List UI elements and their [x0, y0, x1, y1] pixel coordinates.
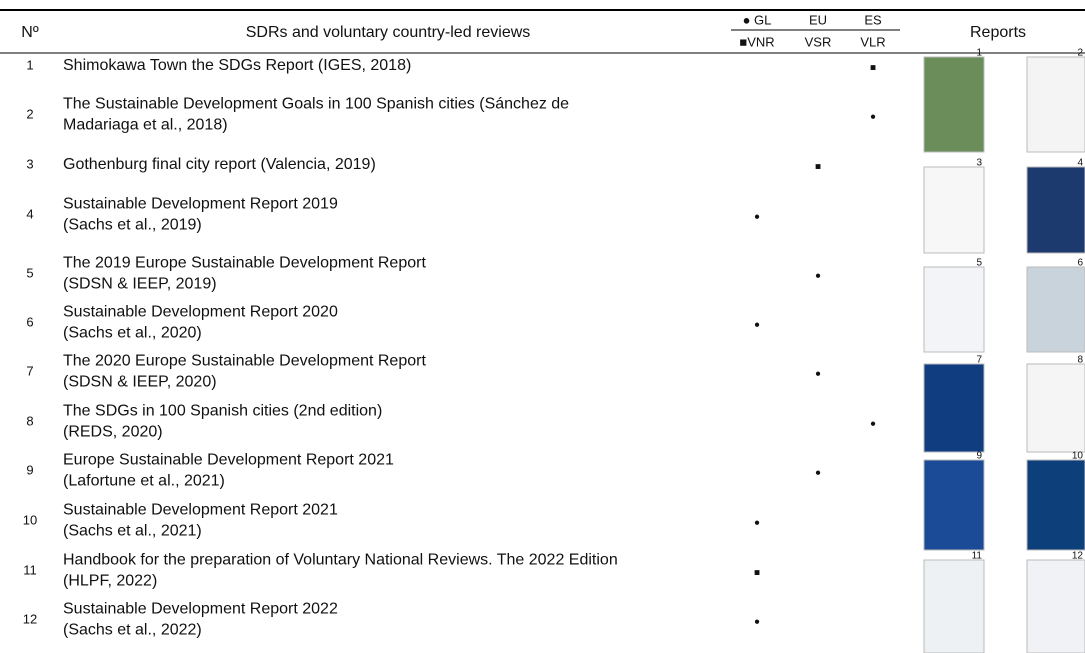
row-title: The 2020 Europe Sustainable Development …	[63, 353, 426, 370]
marker: ●	[754, 617, 760, 628]
row-title: Madariaga et al., 2018)	[63, 117, 228, 134]
row-number: 10	[23, 512, 37, 527]
marker: ●	[870, 419, 876, 430]
report-thumbnail	[924, 267, 984, 352]
marker: ■	[754, 568, 760, 579]
marker: ●	[870, 112, 876, 123]
row-number: 9	[26, 462, 33, 477]
header-no: Nº	[21, 24, 39, 41]
header-eu: EU	[809, 12, 827, 27]
row-title: (SDSN & IEEP, 2019)	[63, 276, 217, 293]
row-title: (Sachs et al., 2019)	[63, 217, 202, 234]
row-number: 11	[23, 562, 37, 577]
row-title: (Sachs et al., 2021)	[63, 523, 202, 540]
row-title: Shimokawa Town the SDGs Report (IGES, 20…	[63, 57, 411, 74]
row-number: 6	[26, 314, 33, 329]
marker: ●	[754, 212, 760, 223]
row-title: The SDGs in 100 Spanish cities (2nd edit…	[63, 403, 382, 420]
report-number: 8	[1077, 355, 1083, 366]
marker: ●	[815, 271, 821, 282]
row-number: 5	[26, 265, 33, 280]
report-thumbnail	[1027, 364, 1085, 452]
report-thumbnail	[924, 560, 984, 653]
row-number: 8	[26, 413, 33, 428]
page: Nº SDRs and voluntary country-led review…	[0, 0, 1085, 653]
marker: ■	[870, 63, 876, 74]
header-vlr: VLR	[860, 34, 885, 49]
report-number: 7	[976, 355, 982, 366]
row-title: The Sustainable Development Goals in 100…	[63, 96, 569, 113]
header-vnr: ■VNR	[739, 34, 774, 49]
report-thumbnail	[1027, 167, 1085, 253]
report-thumbnail	[924, 460, 984, 550]
report-number: 12	[1072, 551, 1084, 562]
row-title: (Lafortune et al., 2021)	[63, 473, 225, 490]
report-number: 2	[1077, 48, 1083, 59]
row-title: The 2019 Europe Sustainable Development …	[63, 255, 426, 272]
report-number: 11	[972, 551, 983, 562]
row-title: Sustainable Development Report 2022	[63, 601, 338, 618]
report-number: 5	[976, 258, 982, 269]
header-es: ES	[864, 12, 882, 27]
row-title: (SDSN & IEEP, 2020)	[63, 374, 217, 391]
row-number: 2	[26, 106, 33, 121]
header-gl: ● GL	[743, 12, 772, 27]
report-number: 1	[976, 48, 982, 59]
row-title: Gothenburg final city report (Valencia, …	[63, 156, 376, 173]
marker: ■	[815, 162, 821, 173]
report-number: 3	[976, 158, 982, 169]
report-number: 4	[1077, 158, 1083, 169]
report-number: 10	[1072, 451, 1084, 462]
report-thumbnail	[924, 364, 984, 452]
marker: ●	[754, 320, 760, 331]
marker: ●	[754, 518, 760, 529]
row-title: (HLPF, 2022)	[63, 573, 157, 590]
row-title: Handbook for the preparation of Voluntar…	[63, 552, 618, 569]
header-reports: Reports	[970, 24, 1026, 41]
row-title: Sustainable Development Report 2021	[63, 502, 338, 519]
row-number: 1	[26, 57, 33, 72]
report-thumbnail	[924, 167, 984, 253]
marker: ●	[815, 369, 821, 380]
row-title: (Sachs et al., 2020)	[63, 325, 202, 342]
report-thumbnail	[1027, 57, 1085, 152]
row-title: Sustainable Development Report 2019	[63, 196, 338, 213]
report-number: 9	[976, 451, 982, 462]
report-thumbnail	[1027, 267, 1085, 352]
row-number: 4	[26, 206, 33, 221]
row-number: 3	[26, 156, 33, 171]
row-title: (REDS, 2020)	[63, 424, 163, 441]
row-title: Europe Sustainable Development Report 20…	[63, 452, 394, 469]
marker: ●	[815, 468, 821, 479]
report-thumbnail	[1027, 560, 1085, 653]
row-title: (Sachs et al., 2022)	[63, 622, 202, 639]
report-thumbnail	[1027, 460, 1085, 550]
row-number: 7	[26, 363, 33, 378]
report-thumbnail	[924, 57, 984, 152]
row-number: 12	[23, 611, 37, 626]
row-title: Sustainable Development Report 2020	[63, 304, 338, 321]
report-number: 6	[1077, 258, 1083, 269]
header-vsr: VSR	[805, 34, 832, 49]
header-title: SDRs and voluntary country-led reviews	[246, 24, 531, 41]
